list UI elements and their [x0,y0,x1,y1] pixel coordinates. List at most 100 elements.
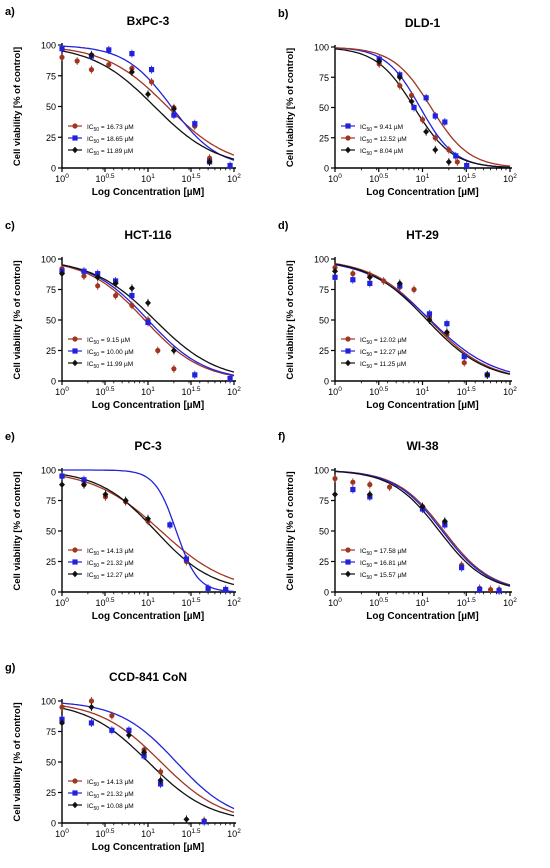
chart-title: HCT-116 [124,228,172,242]
legend-entry: IC50 = 10.08 µM [87,803,134,812]
data-point-series-3 [183,816,190,823]
data-point-series-2 [129,293,135,299]
y-tick-label: 75 [319,285,329,295]
x-tick-label: 101 [416,173,430,184]
data-point-series-3 [102,491,109,498]
legend-entry: IC50 = 12.27 µM [87,572,134,581]
data-point-series-1 [88,698,95,704]
x-tick-label: 100 [55,828,69,839]
data-point-series-1 [106,62,112,68]
y-tick-label: 50 [319,103,329,113]
data-point-series-3 [80,481,87,488]
data-point-series-3 [145,299,151,307]
data-point-series-3 [396,74,403,81]
x-tick-label: 102 [227,386,241,397]
data-point-series-3 [396,280,403,287]
data-point-series-3 [122,497,129,504]
y-axis-label: Cell viability [% of control] [12,702,23,821]
y-tick-label: 0 [324,588,329,598]
legend-marker [345,348,351,354]
legend-marker [72,123,78,129]
data-point-series-1 [350,479,356,485]
data-point-series-3 [94,274,101,281]
x-tick-label: 101.5 [457,386,476,397]
legend-entry: IC50 = 15.57 µM [360,572,407,581]
data-point-series-1 [411,104,417,111]
x-tick-label: 101.5 [181,828,200,839]
data-point-series-3 [88,703,95,711]
data-point-series-2 [106,47,112,53]
y-tick-label: 0 [324,377,329,387]
x-axis-label: Log Concentration [µM] [92,842,204,853]
legend-entry: IC50 = 12.27 µM [360,349,407,358]
data-point-series-3 [419,503,426,510]
legend-marker [72,790,78,796]
data-point-series-2 [88,720,95,726]
data-point-series-3 [445,158,452,166]
legend-entry: IC50 = 21.32 µM [87,560,134,569]
chart-title: WI-38 [406,439,438,453]
legend-marker [72,135,78,141]
data-point-series-1 [442,119,448,125]
data-point-series-3 [408,98,415,105]
x-tick-label: 100 [55,386,69,397]
y-tick-label: 50 [319,527,329,537]
data-point-series-1 [411,286,417,293]
y-tick-label: 75 [46,727,56,737]
legend-marker [72,570,78,578]
y-tick-label: 100 [41,697,56,707]
chart-title: HT-29 [406,228,439,242]
x-tick-label: 101.5 [181,173,200,184]
x-axis-label: Log Concentration [µM] [92,611,204,622]
x-axis-label: Log Concentration [µM] [92,187,204,198]
data-point-series-2 [81,268,87,274]
data-point-series-2 [109,727,115,733]
data-point-series-3 [59,481,65,488]
y-tick-label: 100 [41,41,56,51]
legend-entry: IC50 = 8.04 µM [360,148,403,157]
x-axis-label: Log Concentration [µM] [92,400,204,411]
data-point-series-2 [350,486,356,493]
x-tick-label: 101.5 [457,173,476,184]
x-tick-label: 102 [227,173,241,184]
fit-curve-series-3 [61,50,235,160]
legend-marker [345,135,351,141]
data-point-series-2 [408,92,415,98]
data-point-series-1 [461,360,467,366]
y-tick-label: 0 [51,164,56,174]
data-point-series-3 [206,158,213,166]
y-tick-label: 25 [46,133,56,143]
data-point-series-3 [443,329,450,336]
fit-curve-series-1 [334,470,511,586]
data-point-series-2 [145,319,151,326]
data-point-series-2 [148,67,155,73]
y-axis-label: Cell viability [% of control] [12,260,23,379]
legend-marker [345,359,351,367]
data-point-series-3 [170,347,177,354]
data-point-series-3 [157,777,164,784]
data-point-series-1 [95,283,101,289]
legend-entry: IC50 = 9.15 µM [87,337,130,346]
y-tick-label: 25 [319,346,329,356]
data-point-series-2 [454,159,460,165]
data-point-series-2 [461,354,467,360]
y-tick-label: 100 [41,466,56,476]
data-point-series-3 [128,68,135,76]
y-tick-label: 50 [46,758,56,768]
data-point-series-3 [59,719,65,727]
data-point-series-1 [74,58,80,64]
fit-curve-series-1 [61,705,235,814]
y-tick-label: 75 [319,496,329,506]
x-tick-label: 102 [503,173,517,184]
legend-entry: IC50 = 11.25 µM [360,361,406,370]
fit-curve-series-2 [61,45,235,161]
y-tick-label: 0 [51,819,56,829]
data-point-series-1 [148,79,155,85]
x-tick-label: 100.5 [95,386,114,397]
data-point-series-2 [227,162,233,169]
y-tick-label: 0 [51,377,56,387]
y-tick-label: 0 [51,588,56,598]
chart-panel-7: g) CCD-841 CoN 0 25 50 75 100 100 100.5 101 101.5 1… [5,662,241,853]
x-tick-label: 101 [141,597,155,608]
data-point-series-2 [192,372,198,378]
